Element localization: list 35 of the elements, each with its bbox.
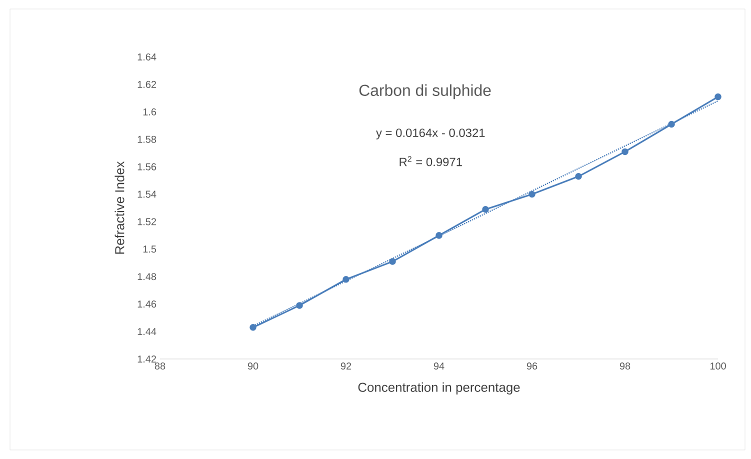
- y-tick-label: 1.58: [138, 136, 156, 143]
- point: [296, 302, 303, 309]
- y-tick-label: 1.56: [138, 163, 156, 170]
- y-tick-label: 1.46: [138, 300, 156, 308]
- annotation: R$^{2}$ = 0.9971: [400, 156, 462, 166]
- point: [714, 93, 722, 100]
- y-axis-title: Refractive Index: [114, 161, 124, 254]
- x-tick-label: 88: [154, 362, 166, 370]
- y-tick-label: 1.64: [138, 53, 156, 61]
- point: [389, 258, 396, 265]
- y-tick-label: 1.48: [138, 273, 156, 280]
- y-tick-label: 1.52: [138, 218, 156, 226]
- x-tick-label: 92: [340, 362, 352, 370]
- y-tick-label: 1.62: [138, 80, 156, 88]
- point: [528, 190, 536, 198]
- annotation: y = 0.0164x - 0.0321: [376, 128, 485, 140]
- y-tick-label: 1.54: [138, 190, 156, 198]
- y-tick-label: 1.6: [143, 108, 156, 116]
- point: [622, 148, 628, 156]
- point: [342, 276, 350, 283]
- y-tick-label: 1.44: [138, 328, 156, 335]
- point: [575, 173, 582, 180]
- x-axis-title: Concentration in percentage: [358, 382, 520, 394]
- x-tick-label: 98: [620, 362, 630, 370]
- point: [668, 120, 675, 128]
- x-tick-label: 96: [526, 362, 538, 370]
- point: [436, 232, 442, 239]
- x-tick-label: 100: [710, 362, 726, 370]
- y-tick-label: 1.5: [143, 246, 156, 253]
- point: [482, 206, 489, 213]
- y-tick-label: 1.42: [138, 356, 156, 362]
- x-tick-label: 94: [434, 362, 444, 370]
- text: Carbon di sulphide: [359, 84, 491, 100]
- point: [250, 324, 256, 331]
- x-tick-label: 90: [248, 362, 258, 370]
